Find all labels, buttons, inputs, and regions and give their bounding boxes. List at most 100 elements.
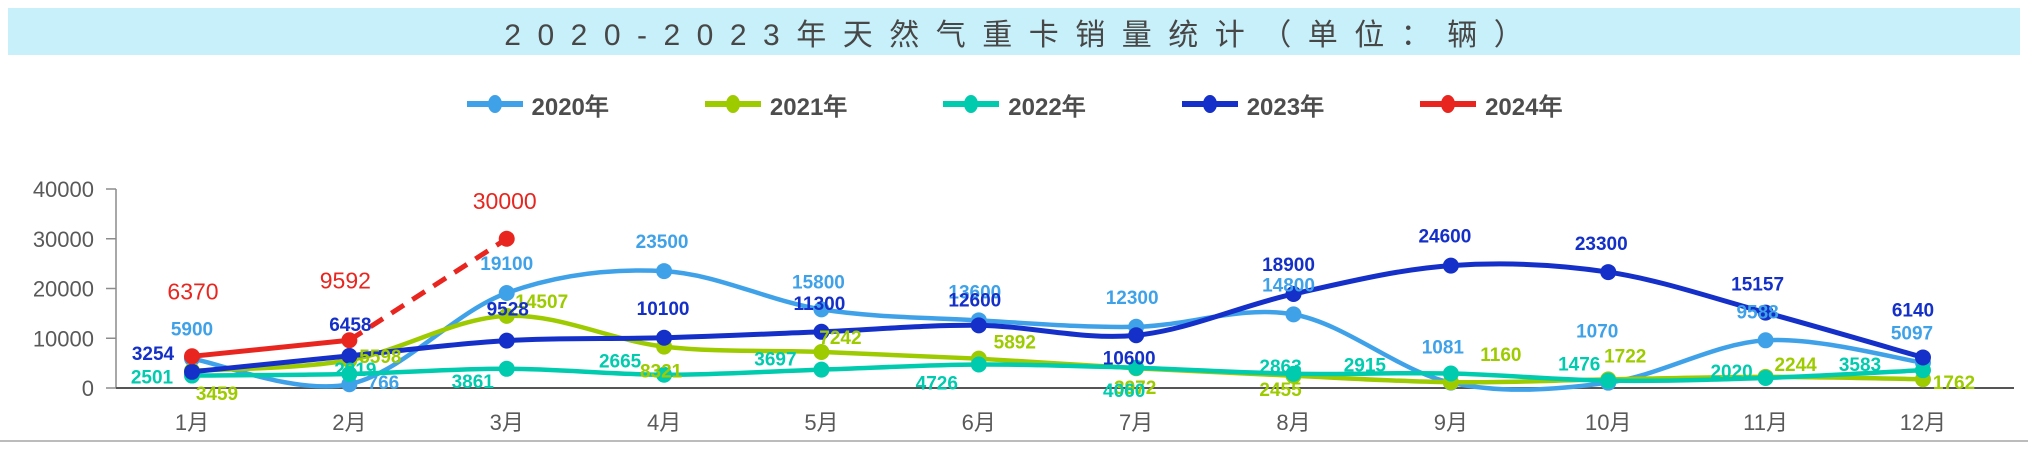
chart-legend: 2020年 2021年 2022年 2023年 2024年 <box>0 86 2028 122</box>
data-label-2021年: 5598 <box>359 347 401 368</box>
y-axis-label: 0 <box>82 376 94 401</box>
data-label-2022年: 4726 <box>916 373 958 394</box>
series-line-solid-2024年 <box>191 337 350 359</box>
series-point-2022年 <box>1285 365 1302 382</box>
y-axis-label: 20000 <box>33 277 94 302</box>
series-point-2023年 <box>498 332 515 349</box>
legend-marker-icon <box>466 95 523 113</box>
legend-item-2024年[interactable]: 2024年 <box>1419 87 1562 122</box>
data-label-2022年: 2819 <box>334 360 376 381</box>
x-axis-label: 3月 <box>490 410 524 435</box>
data-label-2020年: 12300 <box>1106 288 1159 309</box>
data-label-2023年: 11300 <box>794 294 846 315</box>
data-label-2021年: 1762 <box>1933 373 1975 394</box>
data-label-2023年: 24600 <box>1418 227 1471 248</box>
series-point-2023年 <box>656 329 673 346</box>
x-axis-label: 8月 <box>1276 410 1310 435</box>
series-point-2022年 <box>1442 365 1459 382</box>
data-label-2022年: 2915 <box>1344 355 1387 376</box>
x-axis-label: 1月 <box>175 410 209 435</box>
legend-marker-icon <box>1181 95 1238 113</box>
series-point-2022年 <box>341 365 358 382</box>
legend-item-2020年[interactable]: 2020年 <box>466 87 609 122</box>
legend-item-2022年[interactable]: 2022年 <box>942 87 1086 122</box>
data-label-2023年: 18900 <box>1262 255 1315 276</box>
series-point-2023年 <box>341 347 358 364</box>
series-point-2020年 <box>498 284 515 301</box>
series-point-2020年 <box>813 301 830 318</box>
series-point-2022年 <box>1914 362 1931 379</box>
legend-label: 2023年 <box>1246 93 1325 121</box>
legend-label: 2021年 <box>769 93 848 121</box>
legend-label: 2024年 <box>1485 93 1563 121</box>
data-label-2020年: 13600 <box>948 282 1001 303</box>
data-label-2020年: 5900 <box>171 320 213 341</box>
chart-title-bar: 2020-2023年天然气重卡销量统计（单位：辆） <box>8 8 2020 55</box>
legend-label: 2020年 <box>531 93 609 121</box>
series-point-2023年 <box>1128 327 1145 344</box>
series-point-2023年 <box>184 363 200 380</box>
series-point-2023年 <box>1914 349 1931 366</box>
y-axis-label: 40000 <box>33 177 94 202</box>
x-axis-label: 10月 <box>1585 410 1631 435</box>
series-point-2024年 <box>184 348 200 365</box>
series-point-2023年 <box>1600 264 1617 281</box>
data-label-2022年: 2863 <box>1259 357 1301 378</box>
data-label-2020年: 23500 <box>636 232 689 253</box>
series-point-2022年 <box>498 360 515 377</box>
series-point-2023年 <box>970 317 987 334</box>
series-point-2022年 <box>656 366 673 383</box>
data-label-2020年: 1070 <box>1576 322 1618 343</box>
legend-item-2021年[interactable]: 2021年 <box>704 87 847 122</box>
data-label-2021年: 8321 <box>640 362 683 383</box>
chart-title: 2020-2023年天然气重卡销量统计（单位：辆） <box>504 18 1541 52</box>
data-label-2022年: 3697 <box>754 350 796 371</box>
data-label-2023年: 15157 <box>1731 275 1784 296</box>
x-axis-label: 2月 <box>332 410 366 435</box>
data-label-2024年: 6370 <box>167 278 218 304</box>
data-label-2022年: 2501 <box>131 368 174 389</box>
x-axis-label: 11月 <box>1743 410 1788 435</box>
series-point-2024年 <box>341 332 358 349</box>
data-label-2023年: 12600 <box>948 290 1001 311</box>
legend-marker-icon <box>1420 95 1477 113</box>
data-label-2022年: 4060 <box>1103 381 1145 402</box>
series-line-2023年 <box>191 261 1924 375</box>
data-label-2020年: 1081 <box>1422 338 1465 359</box>
y-axis-label: 10000 <box>33 326 94 351</box>
series-point-2022年 <box>813 361 830 378</box>
data-label-2022年: 3583 <box>1839 355 1881 376</box>
series-point-2022年 <box>1757 369 1774 386</box>
series-point-2023年 <box>813 323 830 340</box>
data-label-2024年: 30000 <box>473 188 537 214</box>
data-label-2020年: 15800 <box>792 272 845 293</box>
series-line-dashed-2024年 <box>348 236 509 343</box>
y-axis-label: 30000 <box>33 227 94 252</box>
legend-label: 2022年 <box>1008 93 1086 121</box>
series-point-2023年 <box>1442 257 1459 274</box>
series-point-2021年 <box>813 343 830 360</box>
data-label-2021年: 3972 <box>1114 378 1156 399</box>
data-label-2023年: 10600 <box>1103 348 1156 369</box>
data-label-2021年: 5892 <box>994 333 1036 354</box>
x-axis-label: 9月 <box>1434 410 1468 435</box>
data-label-2020年: 19100 <box>480 254 533 275</box>
legend-marker-icon <box>943 95 1000 113</box>
series-point-2020年 <box>1285 306 1302 323</box>
x-axis-label: 7月 <box>1119 410 1153 435</box>
data-label-2022年: 2665 <box>599 352 642 373</box>
series-point-2023年 <box>1757 304 1774 321</box>
series-point-2020年 <box>656 263 673 280</box>
data-label-2022年: 2020 <box>1710 362 1752 383</box>
data-label-2020年: 766 <box>368 373 400 394</box>
data-label-2021年: 7242 <box>819 328 861 349</box>
data-label-2023年: 10100 <box>637 299 690 320</box>
x-axis-label: 4月 <box>647 410 681 435</box>
x-axis-label: 5月 <box>804 410 838 435</box>
data-label-2023年: 23300 <box>1575 234 1628 255</box>
legend-item-2023年[interactable]: 2023年 <box>1181 87 1324 122</box>
series-line-2022年 <box>191 362 1924 384</box>
data-label-2020年: 9588 <box>1736 302 1778 323</box>
data-label-2023年: 6458 <box>329 315 371 336</box>
